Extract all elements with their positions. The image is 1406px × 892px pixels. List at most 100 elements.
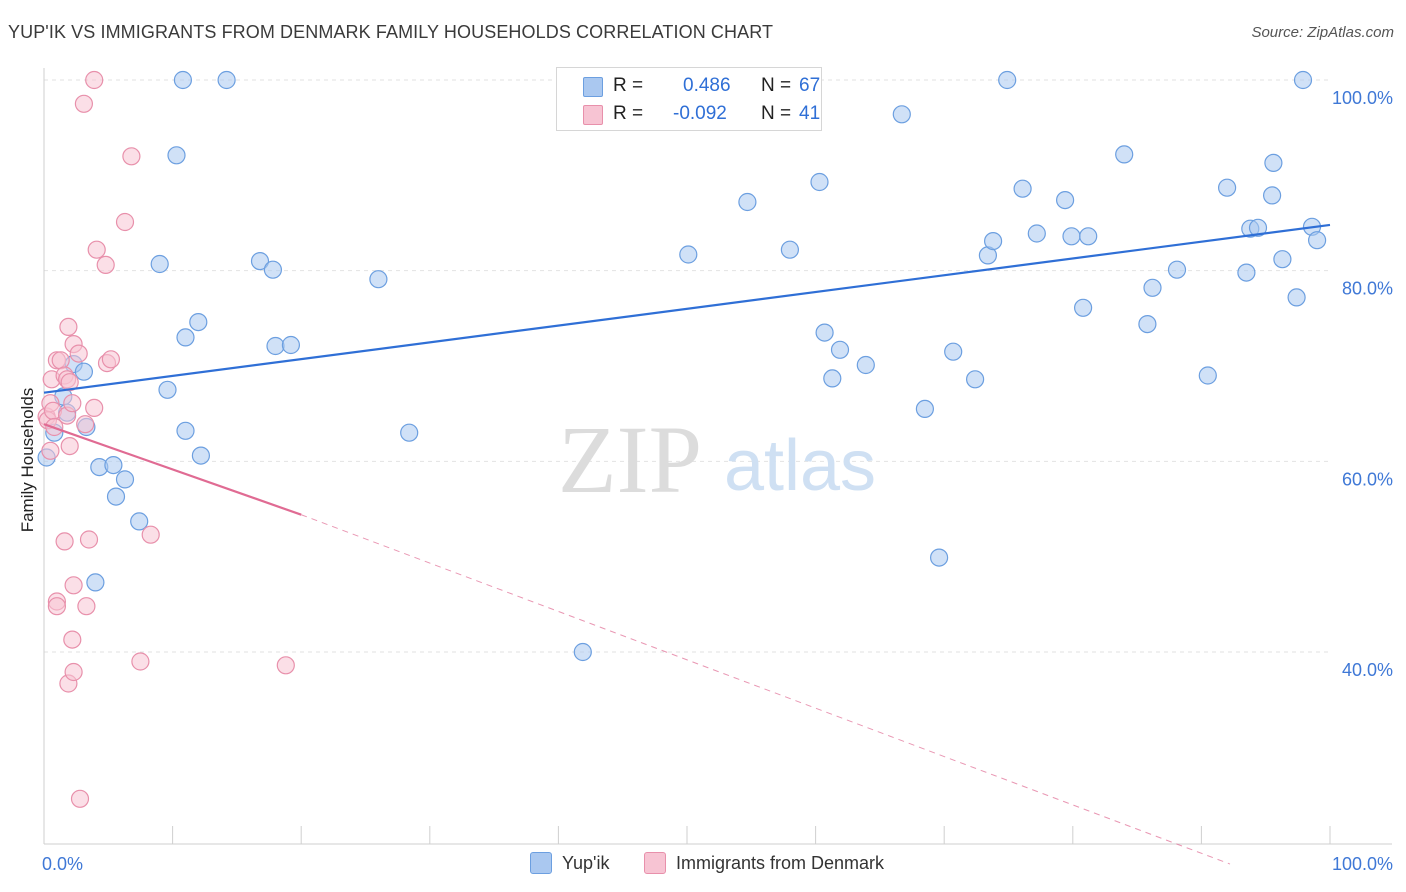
point-yupik-36: [856, 355, 875, 375]
point-yupik-64: [1293, 70, 1313, 90]
point-yupik-62: [1273, 250, 1292, 269]
stats-swatch-yupik: [583, 77, 603, 97]
point-yupik-15: [167, 146, 186, 165]
x-tick-labels: 0.0% 100.0%: [42, 854, 1393, 874]
point-yupik-11: [130, 512, 149, 531]
legend-swatch-denmark: [644, 852, 666, 874]
point-yupik-22: [250, 252, 270, 271]
series-denmark: [37, 70, 295, 808]
point-yupik-21: [217, 70, 236, 90]
trend-lines: [43, 223, 1331, 865]
point-yupik-27: [400, 423, 419, 442]
legend-item-yupik[interactable]: Yup'ik: [530, 852, 609, 874]
point-yupik-44: [998, 70, 1017, 90]
point-denmark-19: [85, 398, 104, 417]
point-yupik-45: [1013, 179, 1032, 198]
point-yupik-31: [780, 240, 800, 259]
point-yupik-5: [74, 362, 94, 381]
point-yupik-46: [1027, 224, 1046, 243]
point-yupik-41: [965, 370, 985, 389]
point-yupik-9: [106, 487, 126, 506]
point-denmark-12: [59, 317, 78, 336]
stats-box: R = 0.486 N = 67 R = -0.092 N = 41: [556, 67, 822, 131]
legend-label-yupik: Yup'ik: [562, 852, 610, 873]
legend-item-denmark[interactable]: Immigrants from Denmark: [644, 852, 884, 874]
point-yupik-26: [369, 270, 388, 289]
stats-n-label: N =: [761, 75, 792, 96]
point-denmark-40: [276, 656, 295, 675]
point-yupik-16: [173, 70, 192, 90]
point-denmark-15: [63, 394, 82, 413]
point-yupik-19: [191, 446, 210, 465]
watermark: ZIP atlas: [558, 406, 876, 513]
point-yupik-66: [1307, 231, 1327, 250]
series-yupik: [37, 70, 1327, 662]
point-yupik-54: [1167, 260, 1187, 279]
point-yupik-18: [176, 421, 195, 440]
legend-swatch-yupik: [530, 852, 552, 874]
y-tick-labels: 100.0% 80.0% 60.0% 40.0%: [1332, 88, 1393, 680]
point-yupik-24: [263, 260, 282, 279]
point-yupik-30: [738, 192, 757, 212]
gridlines: [44, 79, 1330, 653]
point-yupik-39: [929, 548, 949, 567]
stats-swatch-denmark: [583, 105, 603, 125]
point-yupik-35: [830, 340, 850, 359]
point-yupik-25: [281, 335, 300, 355]
point-yupik-20: [189, 313, 208, 332]
point-yupik-12: [86, 573, 105, 592]
point-denmark-13: [60, 373, 79, 392]
point-yupik-53: [1143, 278, 1162, 297]
y-axis-label: Family Households: [18, 387, 37, 533]
watermark-zip: ZIP: [558, 406, 702, 513]
point-yupik-34: [823, 369, 842, 388]
point-denmark-24: [115, 212, 135, 232]
point-denmark-32: [63, 630, 82, 649]
point-yupik-56: [1217, 178, 1237, 197]
point-denmark-39: [85, 70, 104, 90]
stats-r-value: -0.092: [673, 103, 727, 124]
point-denmark-26: [131, 652, 150, 671]
point-yupik-51: [1115, 145, 1134, 164]
point-yupik-33: [815, 323, 834, 342]
point-yupik-13: [150, 254, 169, 274]
watermark-atlas: atlas: [724, 426, 876, 506]
chart-source: Source: ZipAtlas.com: [1251, 24, 1394, 41]
chart-title: YUP'IK VS IMMIGRANTS FROM DENMARK FAMILY…: [8, 22, 774, 42]
point-yupik-50: [1079, 227, 1098, 246]
point-yupik-52: [1138, 315, 1157, 334]
point-yupik-38: [915, 399, 935, 418]
point-yupik-48: [1062, 227, 1081, 246]
y-tick-label-3: 40.0%: [1342, 660, 1393, 680]
point-yupik-14: [158, 380, 177, 399]
point-yupik-58: [1237, 263, 1256, 282]
point-yupik-47: [1055, 191, 1075, 210]
point-yupik-63: [1287, 288, 1306, 307]
point-denmark-35: [74, 94, 94, 113]
point-denmark-17: [69, 344, 88, 363]
x-tick-label-1: 100.0%: [1332, 854, 1393, 874]
point-yupik-8: [104, 456, 123, 475]
point-denmark-38: [77, 597, 96, 616]
point-denmark-3: [41, 441, 60, 460]
y-tick-label-1: 80.0%: [1342, 279, 1393, 299]
point-denmark-8: [51, 351, 70, 370]
y-tick-label-2: 60.0%: [1342, 469, 1393, 489]
point-yupik-61: [1264, 153, 1283, 172]
axes: [43, 68, 1392, 845]
point-denmark-29: [47, 597, 67, 616]
point-yupik-23: [266, 336, 285, 356]
point-yupik-29: [679, 245, 698, 264]
x-tick-label-0: 0.0%: [42, 854, 83, 874]
point-yupik-60: [1262, 186, 1282, 205]
legend-label-denmark: Immigrants from Denmark: [676, 852, 885, 873]
trend-line-yupik: [43, 223, 1331, 394]
point-denmark-20: [87, 240, 106, 259]
point-yupik-32: [810, 172, 829, 192]
trend-line-denmark-extrapolated: [301, 514, 1231, 865]
point-denmark-37: [79, 530, 99, 549]
point-yupik-55: [1198, 366, 1217, 385]
stats-n-label: N =: [761, 103, 792, 124]
trend-line-denmark: [43, 423, 302, 516]
